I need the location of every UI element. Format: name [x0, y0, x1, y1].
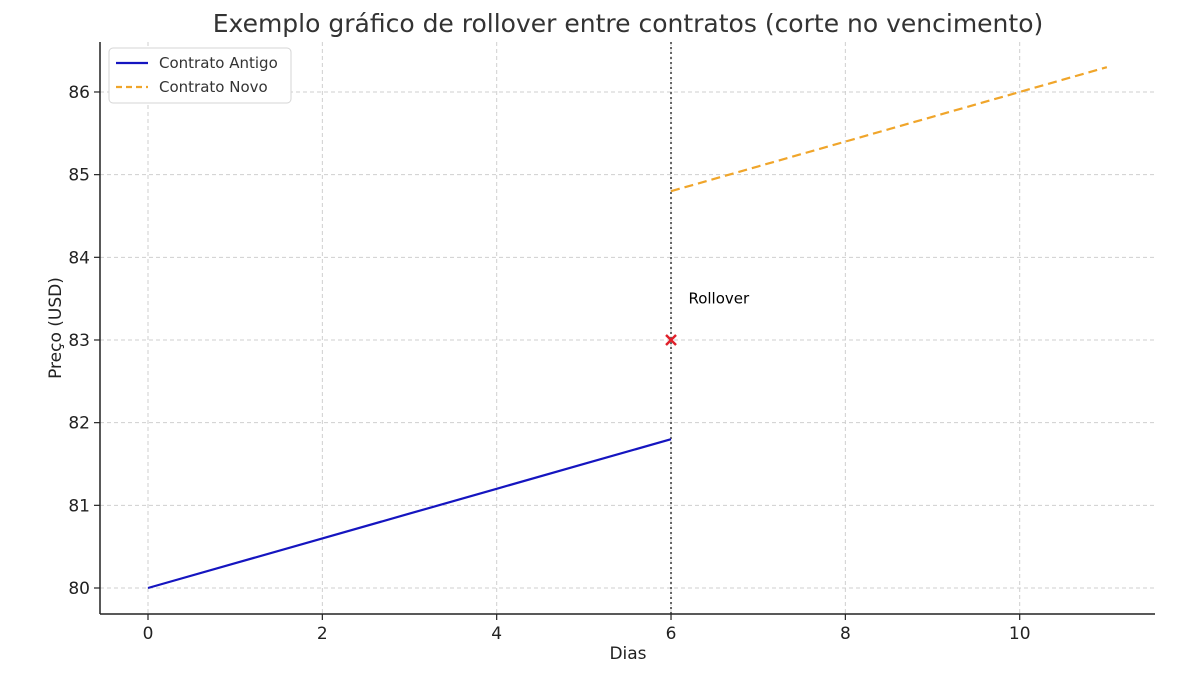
- x-tick-label: 6: [666, 624, 677, 644]
- legend-label: Contrato Antigo: [159, 54, 278, 72]
- x-axis-label: Dias: [609, 644, 646, 664]
- x-tick-label: 8: [840, 624, 851, 644]
- grid-lines: [100, 42, 1155, 614]
- x-tick-label: 4: [491, 624, 502, 644]
- series-line: [147, 438, 672, 590]
- x-tick-label: 0: [143, 624, 154, 644]
- y-tick-label: 80: [68, 579, 90, 599]
- y-tick-label: 85: [68, 166, 90, 186]
- y-tick-label: 83: [68, 331, 90, 351]
- chart-title: Exemplo gráfico de rollover entre contra…: [213, 9, 1044, 38]
- series-lines: Rollover: [147, 42, 1108, 614]
- y-axis-label: Preço (USD): [46, 277, 66, 379]
- y-tick-label: 81: [68, 496, 90, 516]
- rollover-marker-x-icon: [665, 334, 677, 346]
- legend-box: [108, 47, 292, 104]
- y-tick-label: 82: [68, 414, 90, 434]
- x-tick-label: 2: [317, 624, 328, 644]
- axes: 0 2 4 6 8 10 80 81 82 83 84 85 86: [68, 42, 1155, 644]
- annotation-rollover: Rollover: [688, 290, 750, 308]
- y-tick-label: 86: [68, 83, 90, 103]
- y-tick-label: 84: [68, 248, 90, 268]
- x-tick-label: 10: [1009, 624, 1031, 644]
- legend-label: Contrato Novo: [159, 78, 268, 96]
- legend: Contrato Antigo Contrato Novo: [108, 47, 292, 104]
- series-line: [670, 66, 1108, 193]
